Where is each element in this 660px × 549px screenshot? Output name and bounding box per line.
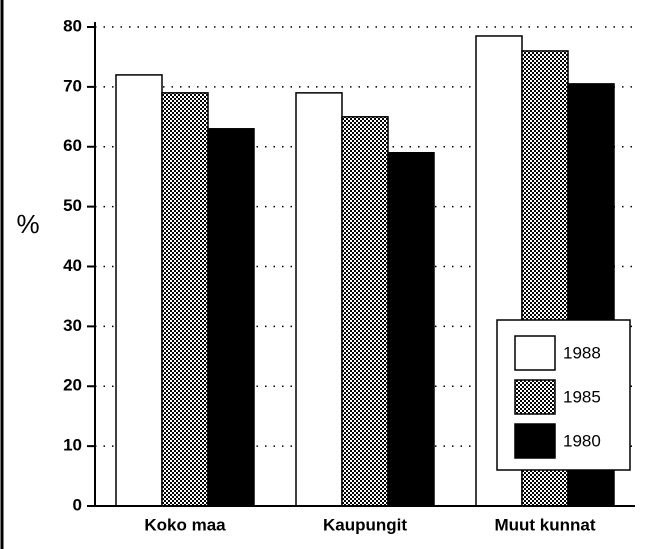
bar: [207, 128, 255, 507]
y-tick-label: 30: [63, 316, 82, 335]
x-tick-label: Kaupungit: [323, 515, 407, 534]
bar: [387, 151, 435, 507]
legend-swatch: [514, 335, 556, 371]
y-tick-label: 10: [63, 436, 82, 455]
legend-label: 1985: [563, 387, 601, 406]
legend-label: 1980: [563, 431, 601, 450]
y-tick-label: 40: [63, 256, 82, 275]
bar: [295, 92, 343, 507]
bar: [161, 92, 209, 507]
y-tick-label: 70: [63, 76, 82, 95]
bar: [341, 116, 389, 507]
x-tick-label: Muut kunnat: [494, 515, 595, 534]
legend-swatch: [514, 379, 556, 415]
y-tick-label: 80: [63, 16, 82, 35]
y-tick-label: 60: [63, 136, 82, 155]
y-tick-label: 20: [63, 376, 82, 395]
y-tick-label: 50: [63, 196, 82, 215]
y-tick-label: 0: [73, 495, 82, 514]
x-tick-label: Koko maa: [144, 515, 226, 534]
bar: [115, 74, 163, 507]
legend-swatch: [514, 423, 556, 459]
legend-label: 1988: [563, 343, 601, 362]
y-axis-label: %: [16, 209, 39, 239]
